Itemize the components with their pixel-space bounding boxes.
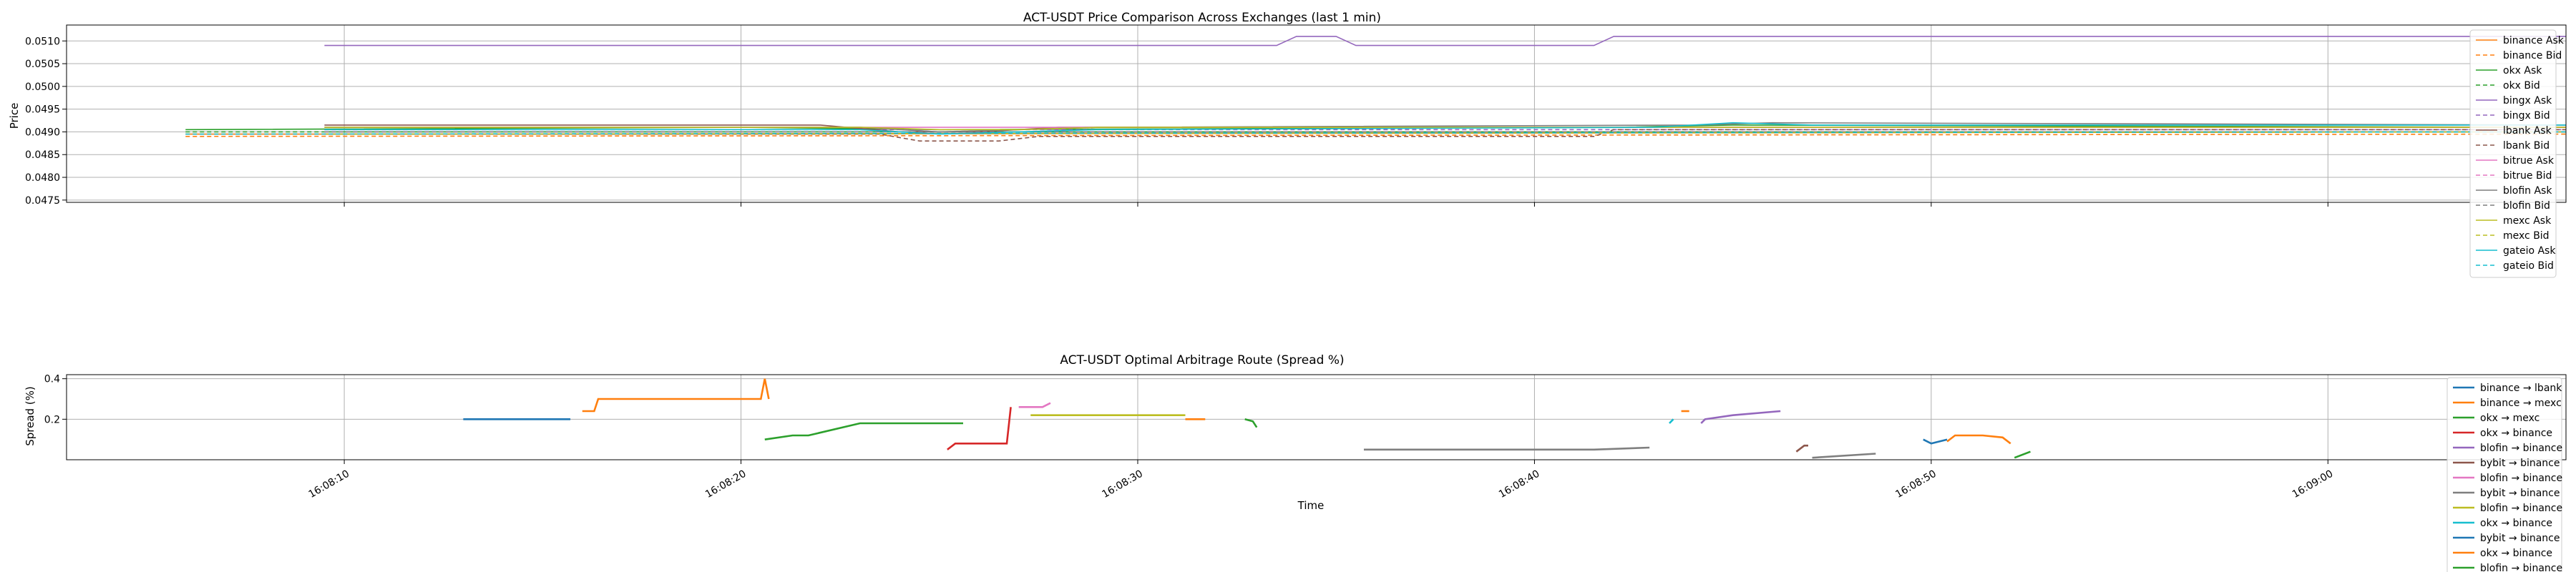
legend-entry: blofin Bid <box>2503 200 2550 212</box>
series-line <box>1700 410 1781 424</box>
series-line <box>1812 453 1876 459</box>
legend-entry: blofin → binance <box>2480 473 2562 484</box>
series-line <box>1923 438 1948 445</box>
legend-entry: bitrue Ask <box>2503 155 2555 167</box>
y-tick-label: 0.2 <box>44 414 60 425</box>
legend-entry: okx → binance <box>2480 428 2552 439</box>
legend-entry: bybit → binance <box>2480 488 2560 499</box>
x-tick-label: 16:08:10 <box>307 468 351 500</box>
series-line <box>2014 450 2031 459</box>
legend-entry: okx → mexc <box>2480 413 2540 424</box>
price-chart-series <box>185 36 2567 142</box>
legend-entry: gateio Ask <box>2503 245 2556 257</box>
legend-entry: binance Ask <box>2503 35 2565 46</box>
series-line <box>1018 402 1051 408</box>
series-line <box>582 378 770 413</box>
y-tick-label: 0.0510 <box>25 36 60 47</box>
x-tick-label: 16:08:50 <box>1893 468 1938 500</box>
x-tick-label: 16:09:00 <box>2290 468 2335 500</box>
legend-box <box>2469 29 2557 278</box>
series-line <box>185 131 2567 135</box>
series-line <box>764 422 963 440</box>
legend-entry: bingx Bid <box>2503 110 2550 122</box>
arbitrage-spread-chart: ACT-USDT Optimal Arbitrage Route (Spread… <box>24 353 2567 572</box>
legend-entry: bingx Ask <box>2503 95 2552 107</box>
legend-entry: okx → binance <box>2480 518 2552 529</box>
series-line <box>1946 434 2011 445</box>
legend-entry: okx Ask <box>2503 65 2542 77</box>
legend-entry: mexc Bid <box>2503 230 2550 242</box>
y-tick-label: 0.0505 <box>25 59 60 70</box>
series-line <box>1244 418 1258 428</box>
spread-chart-xlabel: Time <box>1297 499 1324 512</box>
spread-chart-ylabel: Spread (%) <box>24 386 36 446</box>
series-line <box>324 36 2566 46</box>
x-tick-label: 16:08:30 <box>1101 468 1145 500</box>
y-tick-label: 0.0485 <box>25 149 60 161</box>
price-chart-y-ticks: 0.0475 0.0480 0.0485 0.0490 0.0495 0.0500 0.05… <box>25 36 67 207</box>
price-chart-legend: binance Ask binance Bid okx Ask okx Bid bing… <box>2469 29 2565 278</box>
legend-entry: blofin Ask <box>2503 185 2552 197</box>
legend-entry: blofin → binance <box>2480 443 2562 454</box>
series-line <box>185 133 2567 137</box>
series-line <box>1364 446 1650 451</box>
legend-box <box>2446 377 2562 572</box>
y-tick-label: 0.0495 <box>25 104 60 116</box>
spread-chart-series <box>463 378 2031 459</box>
price-chart-x-ticks <box>343 202 2328 207</box>
legend-entry: binance → mexc <box>2480 398 2562 409</box>
legend-entry: binance Bid <box>2503 50 2562 61</box>
legend-entry: okx → binance <box>2480 548 2552 559</box>
price-chart-title: ACT-USDT Price Comparison Across Exchang… <box>1023 11 1381 25</box>
spread-chart-grid <box>67 375 2566 460</box>
y-tick-label: 0.0480 <box>25 172 60 184</box>
y-tick-label: 0.0500 <box>25 82 60 93</box>
legend-entry: blofin → binance <box>2480 503 2562 514</box>
price-chart-ylabel: Price <box>8 103 21 129</box>
price-chart-frame <box>66 24 2567 203</box>
series-line <box>324 129 2566 142</box>
legend-entry: lbank Bid <box>2503 140 2550 152</box>
price-comparison-chart: ACT-USDT Price Comparison Across Exchang… <box>8 11 2567 278</box>
spread-chart-frame <box>66 374 2567 460</box>
series-line <box>324 122 2566 135</box>
series-line <box>324 127 2566 131</box>
spread-chart-y-ticks: 0.2 0.4 <box>44 374 67 425</box>
legend-entry: lbank Ask <box>2503 125 2552 137</box>
legend-entry: binance → lbank <box>2480 383 2562 394</box>
legend-entry: blofin → binance <box>2480 563 2562 572</box>
legend-entry: bitrue Bid <box>2503 170 2552 182</box>
legend-entry: okx Bid <box>2503 80 2540 92</box>
x-tick-label: 16:08:40 <box>1497 468 1541 500</box>
series-line <box>947 407 1012 450</box>
legend-entry: mexc Ask <box>2503 215 2552 227</box>
x-tick-label: 16:08:20 <box>703 468 748 500</box>
spread-chart-x-ticks: 16:08:10 16:08:20 16:08:30 16:08:40 16:08:50… <box>307 460 2335 500</box>
series-line <box>1669 418 1674 424</box>
legend-entry: bybit → binance <box>2480 458 2560 469</box>
series-line <box>1795 444 1808 453</box>
legend-entry: gateio Bid <box>2503 260 2554 272</box>
y-tick-label: 0.0475 <box>25 195 60 207</box>
spread-chart-title: ACT-USDT Optimal Arbitrage Route (Spread… <box>1060 353 1344 368</box>
spread-chart-legend: binance → lbank binance → mexc okx → mexc o… <box>2446 377 2562 572</box>
y-tick-label: 0.0490 <box>25 127 60 138</box>
y-tick-label: 0.4 <box>44 374 60 385</box>
legend-entry: bybit → binance <box>2480 533 2560 544</box>
price-chart-grid <box>67 25 2566 202</box>
